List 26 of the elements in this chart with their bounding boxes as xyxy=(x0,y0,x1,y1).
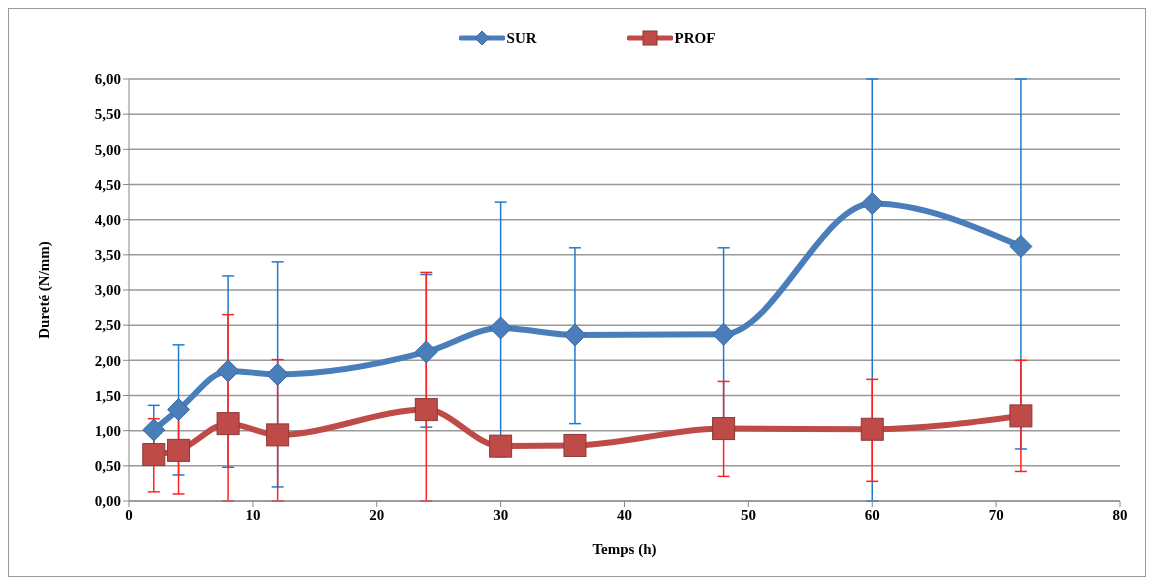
y-tick-label: 0,00 xyxy=(94,493,121,510)
x-tick-label: 50 xyxy=(740,506,756,523)
y-tick-label: 2,50 xyxy=(94,317,121,334)
x-tick-label: 40 xyxy=(617,506,632,523)
y-tick-label: 3,50 xyxy=(94,247,121,264)
x-tick-label: 60 xyxy=(864,506,880,523)
y-tick-label: 5,50 xyxy=(94,106,121,123)
x-tick-label: 20 xyxy=(369,506,385,523)
x-tick-label: 30 xyxy=(493,506,509,523)
x-axis-title: Temps (h) xyxy=(592,541,657,558)
y-tick-label: 1,00 xyxy=(94,422,121,439)
y-tick-label: 2,00 xyxy=(94,352,121,369)
y-tick-label: 4,00 xyxy=(94,211,121,228)
y-axis-title: Dureté (N/mm) xyxy=(36,241,54,339)
x-tick-label: 80 xyxy=(1112,506,1128,523)
y-tick-label: 1,50 xyxy=(94,387,121,404)
x-tick-label: 10 xyxy=(245,506,261,523)
y-tick-label: 6,00 xyxy=(94,71,121,88)
legend-label: PROF xyxy=(674,29,716,47)
x-tick-label: 0 xyxy=(125,506,133,523)
x-tick-label: 70 xyxy=(988,506,1004,523)
y-tick-label: 0,50 xyxy=(94,458,121,475)
y-tick-label: 4,50 xyxy=(94,176,121,193)
legend-label: SUR xyxy=(506,29,537,47)
y-tick-label: 5,00 xyxy=(94,141,121,158)
y-tick-label: 3,00 xyxy=(94,282,121,299)
